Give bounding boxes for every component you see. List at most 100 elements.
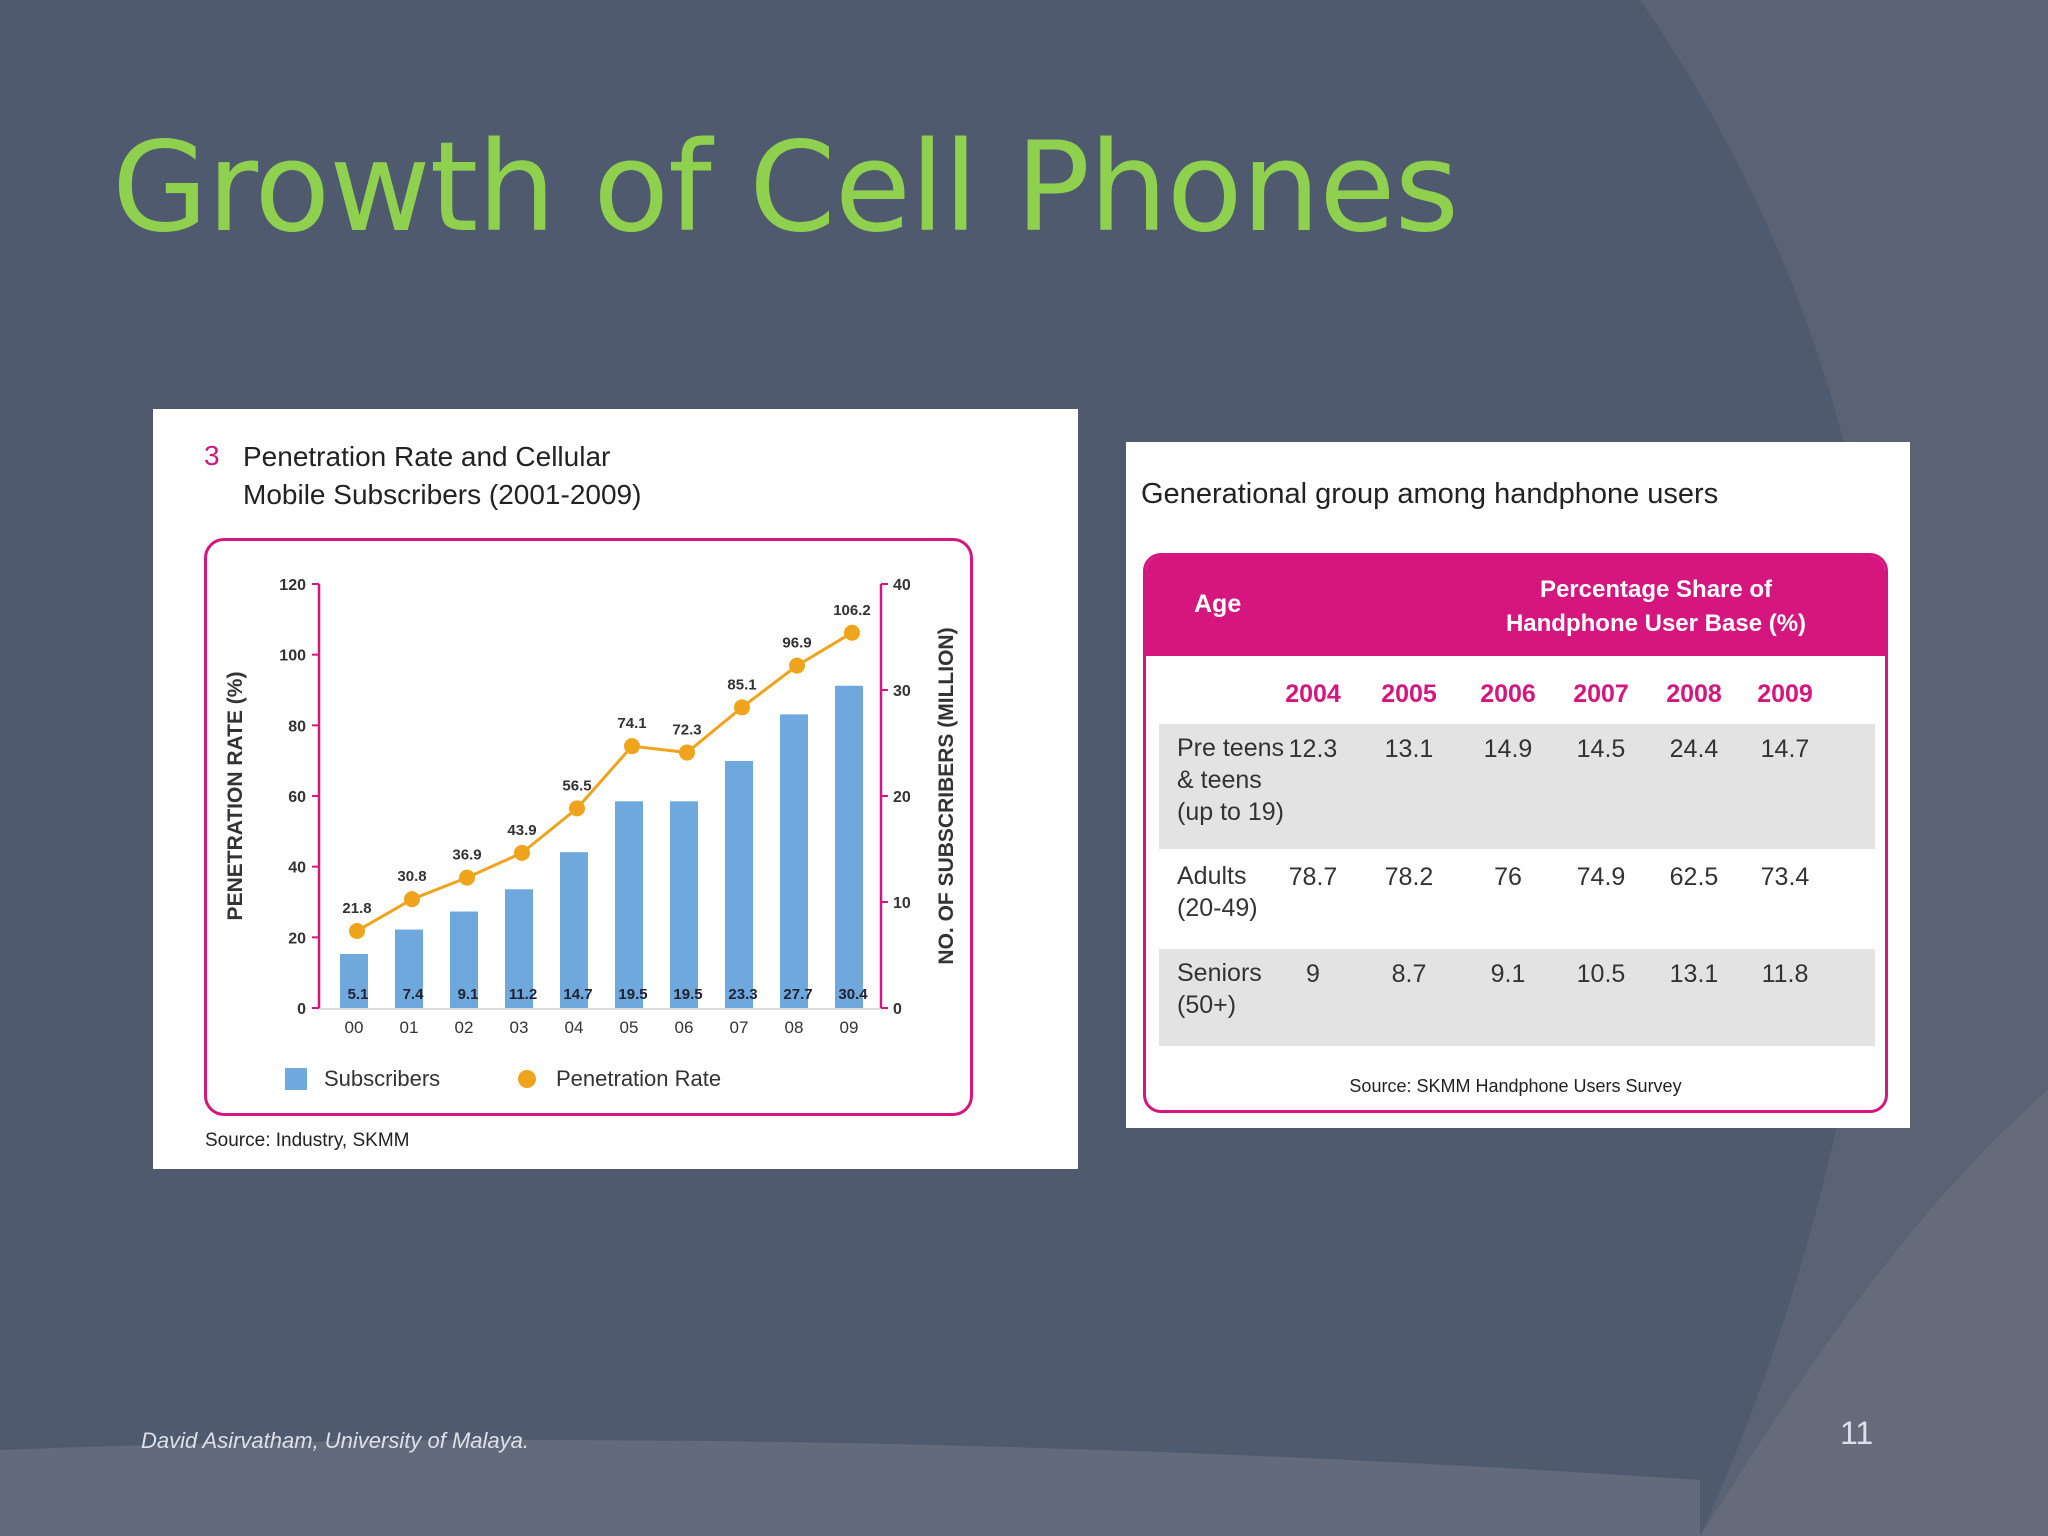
subscribers-value-label: 23.3: [728, 986, 757, 1003]
right-tick-label: 0: [893, 1001, 902, 1018]
penetration-rate-point: [569, 800, 585, 817]
x-tick-label: 03: [510, 1018, 529, 1037]
penetration-rate-value-label: 85.1: [727, 676, 756, 693]
legend-subscribers-swatch: [285, 1068, 307, 1090]
penetration-rate-value-label: 74.1: [617, 715, 646, 732]
left-tick-label: 120: [279, 577, 306, 594]
table-header: Age Percentage Share of Handphone User B…: [1146, 556, 1885, 656]
year-header-2009: 2009: [1757, 680, 1813, 708]
right-tick-label: 40: [893, 577, 911, 594]
right-tick-label: 20: [893, 789, 911, 806]
year-header-2005: 2005: [1381, 680, 1437, 708]
year-header-2008: 2008: [1666, 680, 1722, 708]
legend-subscribers-label: Subscribers: [324, 1066, 440, 1091]
left-tick-label: 100: [279, 648, 306, 665]
slide-title: Growth of Cell Phones: [112, 116, 1459, 260]
table-cell: 78.7: [1288, 863, 1338, 891]
subscribers-value-label: 14.7: [563, 986, 592, 1003]
subscribers-bar: [505, 889, 533, 1008]
x-tick-label: 00: [345, 1018, 364, 1037]
table-title: Generational group among handphone users: [1141, 478, 1719, 510]
table-cell: 9.1: [1490, 960, 1526, 988]
left-axis-title: PENETRATION RATE (%): [224, 672, 247, 921]
table-cell: 13.1: [1669, 960, 1719, 988]
table-cell: 9: [1306, 960, 1320, 988]
left-tick-label: 0: [297, 1001, 306, 1018]
penetration-rate-value-label: 21.8: [342, 900, 371, 917]
penetration-rate-point: [349, 922, 365, 939]
penetration-rate-point: [404, 891, 420, 908]
left-tick-label: 40: [288, 860, 306, 877]
subscribers-bar: [340, 953, 368, 1008]
penetration-rate-value-label: 96.9: [782, 635, 811, 652]
left-tick-label: 80: [288, 718, 306, 735]
table-row: Seniors (50+) 9 8.7 9.1 10.5 13.1 11.8: [1159, 949, 1875, 1046]
subscribers-value-label: 5.1: [348, 986, 369, 1003]
x-tick-label: 04: [565, 1018, 584, 1037]
x-tick-label: 09: [840, 1018, 859, 1037]
table-cell: 14.9: [1483, 735, 1533, 763]
header-age: Age: [1194, 590, 1242, 618]
year-header-2007: 2007: [1573, 680, 1629, 708]
table-cell: 74.9: [1576, 863, 1626, 891]
table-cell: 62.5: [1669, 863, 1719, 891]
table-cell: 8.7: [1391, 960, 1427, 988]
chart-title-line-1: Penetration Rate and Cellular: [243, 441, 611, 472]
slide-footer: David Asirvatham, University of Malaya.: [141, 1428, 529, 1453]
table-cell: 76: [1494, 863, 1522, 891]
penetration-rate-line: [356, 631, 853, 933]
table-cell: 24.4: [1669, 735, 1719, 763]
subscribers-bar: [450, 911, 478, 1008]
table-cell: 78.2: [1384, 863, 1434, 891]
subscribers-bar: [395, 929, 423, 1008]
x-tick-label: 02: [455, 1018, 474, 1037]
right-tick-label: 10: [893, 895, 911, 912]
chart-frame: [204, 538, 973, 1116]
penetration-rate-value-label: 43.9: [507, 822, 536, 839]
subscribers-value-label: 9.1: [458, 986, 479, 1003]
legend-penetration-label: Penetration Rate: [556, 1066, 721, 1091]
chart-title: Penetration Rate and Cellular Mobile Sub…: [243, 438, 843, 514]
subscribers-bar: [615, 801, 643, 1008]
penetration-rate-point: [734, 699, 750, 716]
subscribers-value-label: 27.7: [783, 986, 812, 1003]
penetration-rate-value-label: 30.8: [397, 868, 426, 885]
left-tick-label: 20: [288, 930, 306, 947]
year-header-2006: 2006: [1480, 680, 1536, 708]
x-tick-label: 01: [400, 1018, 419, 1037]
subscribers-bar: [670, 801, 698, 1008]
table-cell: 12.3: [1288, 735, 1338, 763]
table-source: Source: SKMM Handphone Users Survey: [1349, 1076, 1682, 1096]
year-header-2004: 2004: [1285, 680, 1341, 708]
subscribers-value-label: 19.5: [618, 986, 647, 1003]
penetration-rate-point: [679, 744, 695, 761]
table-cell: 10.5: [1576, 960, 1626, 988]
table-row: Adults (20-49) 78.7 78.2 76 74.9 62.5 73.4: [1159, 852, 1875, 949]
penetration-rate-point: [844, 624, 860, 641]
table-cell: 14.7: [1760, 735, 1810, 763]
subscribers-bar: [835, 685, 863, 1008]
header-pct-line-1: Percentage Share of: [1539, 576, 1773, 603]
table-cell: 11.8: [1761, 960, 1809, 988]
penetration-rate-point: [624, 738, 640, 755]
row-label: Adults (20-49): [1177, 862, 1258, 922]
subscribers-bar: [560, 852, 588, 1008]
right-tick-label: 30: [893, 683, 911, 700]
table-row: Pre teens & teens (up to 19) 12.3 13.1 14.9…: [1159, 724, 1875, 849]
penetration-rate-value-label: 106.2: [833, 602, 871, 619]
figure-number: 3: [204, 440, 220, 471]
penetration-rate-value-label: 36.9: [452, 847, 481, 864]
subscribers-value-label: 7.4: [403, 986, 425, 1003]
page-number: 11: [1840, 1415, 1874, 1451]
table-cell: 14.5: [1576, 735, 1626, 763]
row-label: Seniors (50+): [1177, 959, 1262, 1019]
table-cell: 73.4: [1760, 863, 1810, 891]
penetration-rate-value-label: 72.3: [672, 722, 701, 739]
penetration-rate-point: [514, 844, 530, 861]
subscribers-value-label: 30.4: [838, 986, 868, 1003]
penetration-rate-point: [459, 869, 475, 886]
header-percentage-share: Percentage Share of Handphone User Base …: [1446, 573, 1866, 641]
table-frame: Age Percentage Share of Handphone User B…: [1143, 553, 1888, 1113]
header-pct-line-2: Handphone User Base (%): [1505, 610, 1807, 637]
penetration-rate-value-label: 56.5: [562, 777, 591, 794]
